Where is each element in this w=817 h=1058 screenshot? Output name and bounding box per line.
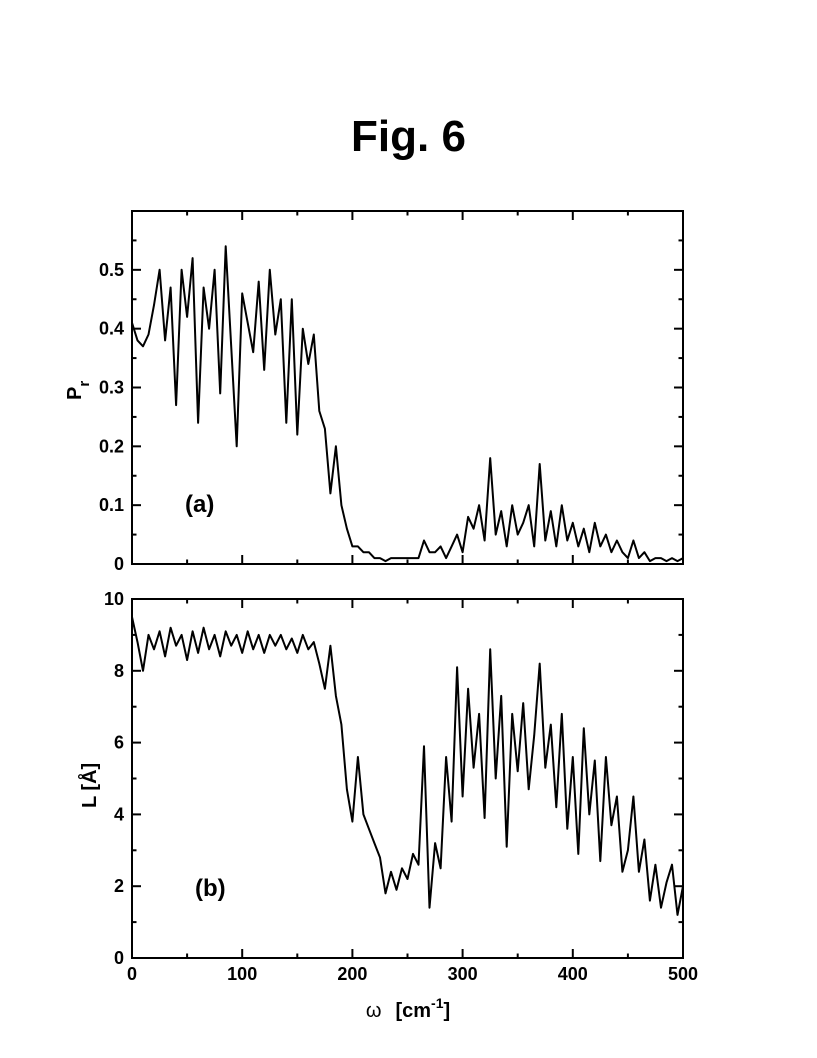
panel-a-y-tick-label: 0.3 [99,378,124,398]
panel-b-y-tick-label: 8 [114,661,124,681]
panel-b-y-tick-label: 2 [114,876,124,896]
panel-a-y-tick-label: 0.2 [99,436,124,456]
panel-b-x-tick-label: 100 [227,964,257,984]
panel-b-x-ticks: 0 100 200 300 400 500 [127,599,698,984]
panel-a-y-tick-label: 0.4 [99,319,124,339]
panel-a-frame [131,210,684,565]
panel-b-x-tick-label: 400 [558,964,588,984]
panel-a-series-line [131,245,684,563]
panel-a-y-tick-label: 0.1 [99,495,124,515]
panel-a-chart: 0 0.1 0.2 0.3 0.4 0.5 (a) Pr [64,210,684,574]
panel-a-x-ticks [131,211,684,564]
x-axis-label: ω [cm-1] [366,995,450,1022]
panel-b-y-axis-label: L [Å] [77,763,101,808]
panel-b-series-line [131,616,684,916]
panel-b-x-tick-label: 500 [668,964,698,984]
panel-b-y-tick-label: 4 [114,804,124,824]
panel-b-chart: 0 2 4 6 8 10 0 100 200 300 400 500 (b) L [Å] ω [cm-… [77,589,698,1022]
panel-b-y-tick-label: 6 [114,733,124,753]
panel-a-y-axis-label: Pr [64,381,93,400]
panel-b-x-tick-label: 0 [127,964,137,984]
panel-b-y-tick-label: 0 [114,948,124,968]
panel-a-label: (a) [185,491,214,518]
panel-b-y-tick-label: 10 [104,589,124,609]
panel-b-y-ticks: 0 2 4 6 8 10 [104,589,683,968]
panel-b-x-tick-label: 200 [337,964,367,984]
panel-a-y-tick-label: 0.5 [99,260,124,280]
panel-b-frame [131,598,684,959]
panel-b-label: (b) [195,875,226,902]
panel-a-y-tick-label: 0 [114,554,124,574]
panel-b-x-tick-label: 300 [448,964,478,984]
panel-a-y-ticks: 0 0.1 0.2 0.3 0.4 0.5 [99,210,683,574]
figure-title: Fig. 6 [351,112,466,161]
